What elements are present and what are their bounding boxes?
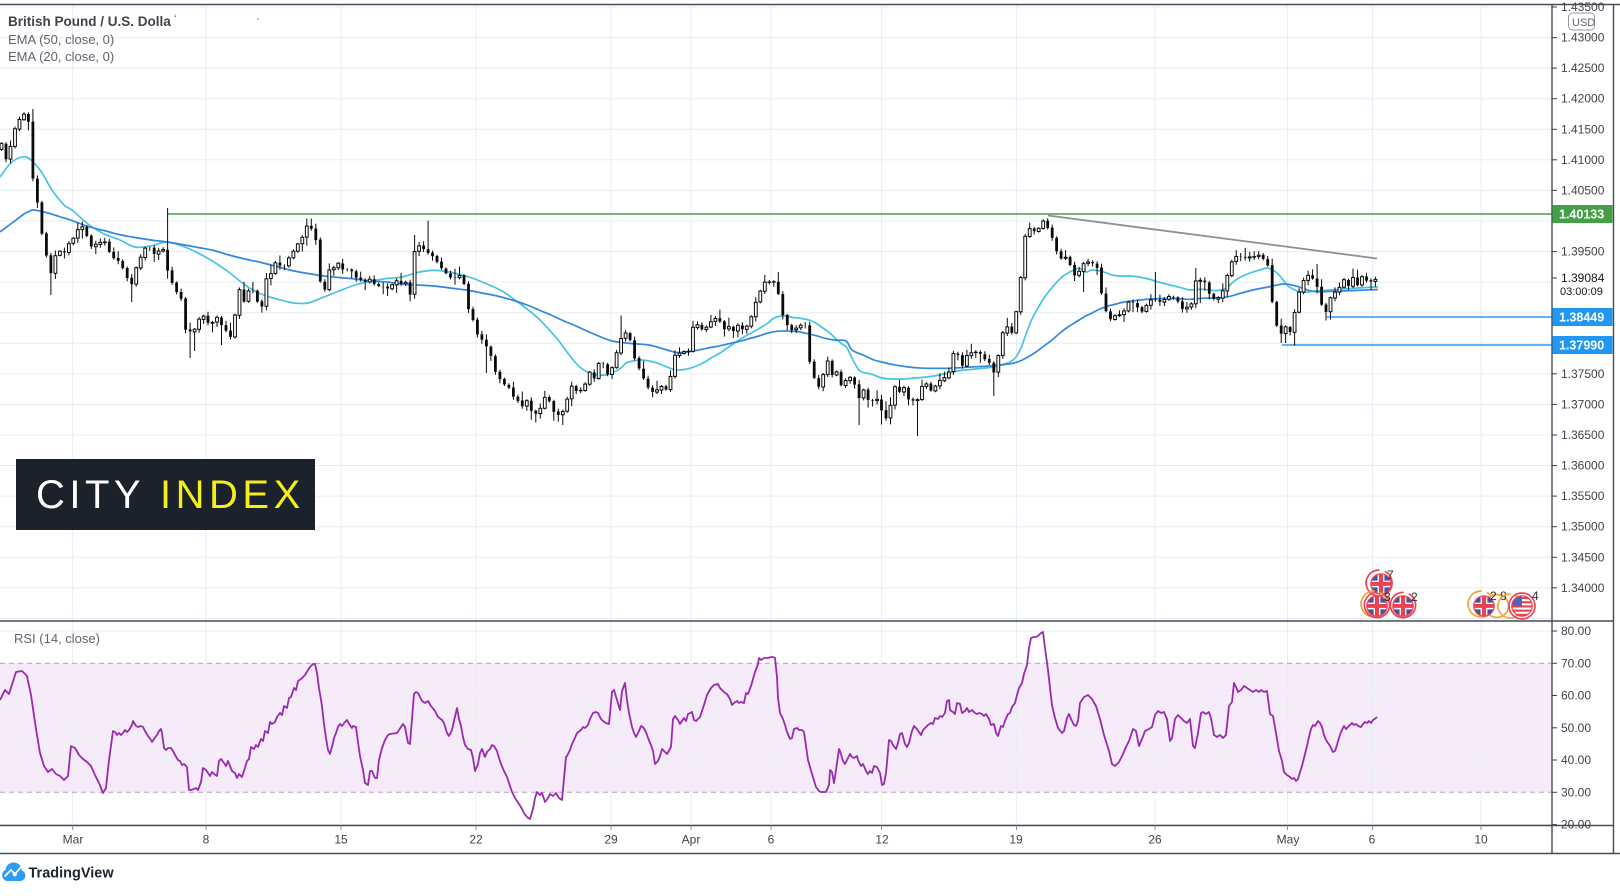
svg-text:6: 6 <box>768 833 775 847</box>
svg-text:03:00:09: 03:00:09 <box>1560 286 1603 298</box>
svg-text:8: 8 <box>203 833 210 847</box>
svg-text:1.37990: 1.37990 <box>1559 339 1604 353</box>
svg-text:1.36500: 1.36500 <box>1561 428 1605 442</box>
svg-text:60.00: 60.00 <box>1561 689 1591 703</box>
svg-text:6: 6 <box>1369 833 1376 847</box>
svg-text:2: 2 <box>1490 589 1497 603</box>
svg-text:EMA (20, close, 0): EMA (20, close, 0) <box>8 49 114 64</box>
svg-text:40.00: 40.00 <box>1561 753 1591 767</box>
svg-text:1.35500: 1.35500 <box>1561 489 1605 503</box>
svg-text:26: 26 <box>1148 833 1162 847</box>
svg-text:TradingView: TradingView <box>29 866 115 882</box>
svg-text:50.00: 50.00 <box>1561 721 1591 735</box>
svg-text:1.39500: 1.39500 <box>1561 245 1605 259</box>
svg-text:1.38449: 1.38449 <box>1559 311 1604 325</box>
svg-text:1.36000: 1.36000 <box>1561 459 1605 473</box>
svg-text:7: 7 <box>1387 568 1394 582</box>
svg-text:Apr: Apr <box>682 833 701 847</box>
svg-text:1.40500: 1.40500 <box>1561 183 1605 197</box>
svg-text:1.40133: 1.40133 <box>1559 208 1604 222</box>
svg-text:1.43000: 1.43000 <box>1561 31 1605 45</box>
svg-text:80.00: 80.00 <box>1561 624 1591 638</box>
svg-text:British Pound / U.S. Dolla: British Pound / U.S. Dolla <box>8 14 171 29</box>
svg-text:1.41500: 1.41500 <box>1561 122 1605 136</box>
svg-text:15: 15 <box>334 833 348 847</box>
svg-text:12: 12 <box>875 833 889 847</box>
svg-text:1.39084: 1.39084 <box>1561 271 1605 285</box>
svg-text:22: 22 <box>469 833 483 847</box>
svg-text:1.34000: 1.34000 <box>1561 581 1605 595</box>
svg-text:EMA (50, close, 0): EMA (50, close, 0) <box>8 32 114 47</box>
svg-text:1.42000: 1.42000 <box>1561 92 1605 106</box>
svg-text:70.00: 70.00 <box>1561 656 1591 670</box>
svg-text:2: 2 <box>1411 590 1418 604</box>
svg-text:USD: USD <box>1572 17 1595 29</box>
svg-text:1.37500: 1.37500 <box>1561 367 1605 381</box>
svg-text:RSI (14, close): RSI (14, close) <box>14 631 100 646</box>
svg-text:‘: ‘ <box>174 13 176 25</box>
svg-text:CITY INDEX: CITY INDEX <box>36 473 305 517</box>
svg-text:·: · <box>256 13 260 25</box>
svg-text:29: 29 <box>604 833 618 847</box>
svg-text:1.43500: 1.43500 <box>1561 0 1605 14</box>
svg-text:30.00: 30.00 <box>1561 785 1591 799</box>
svg-text:10: 10 <box>1474 833 1488 847</box>
svg-text:4: 4 <box>1532 589 1539 603</box>
svg-text:1.37000: 1.37000 <box>1561 397 1605 411</box>
svg-text:20.00: 20.00 <box>1561 818 1591 832</box>
svg-text:Mar: Mar <box>63 833 84 847</box>
svg-text:1.35000: 1.35000 <box>1561 520 1605 534</box>
svg-text:May: May <box>1277 833 1300 847</box>
svg-text:19: 19 <box>1009 833 1023 847</box>
svg-text:1.42500: 1.42500 <box>1561 61 1605 75</box>
svg-text:1.34500: 1.34500 <box>1561 550 1605 564</box>
svg-text:1.41000: 1.41000 <box>1561 153 1605 167</box>
